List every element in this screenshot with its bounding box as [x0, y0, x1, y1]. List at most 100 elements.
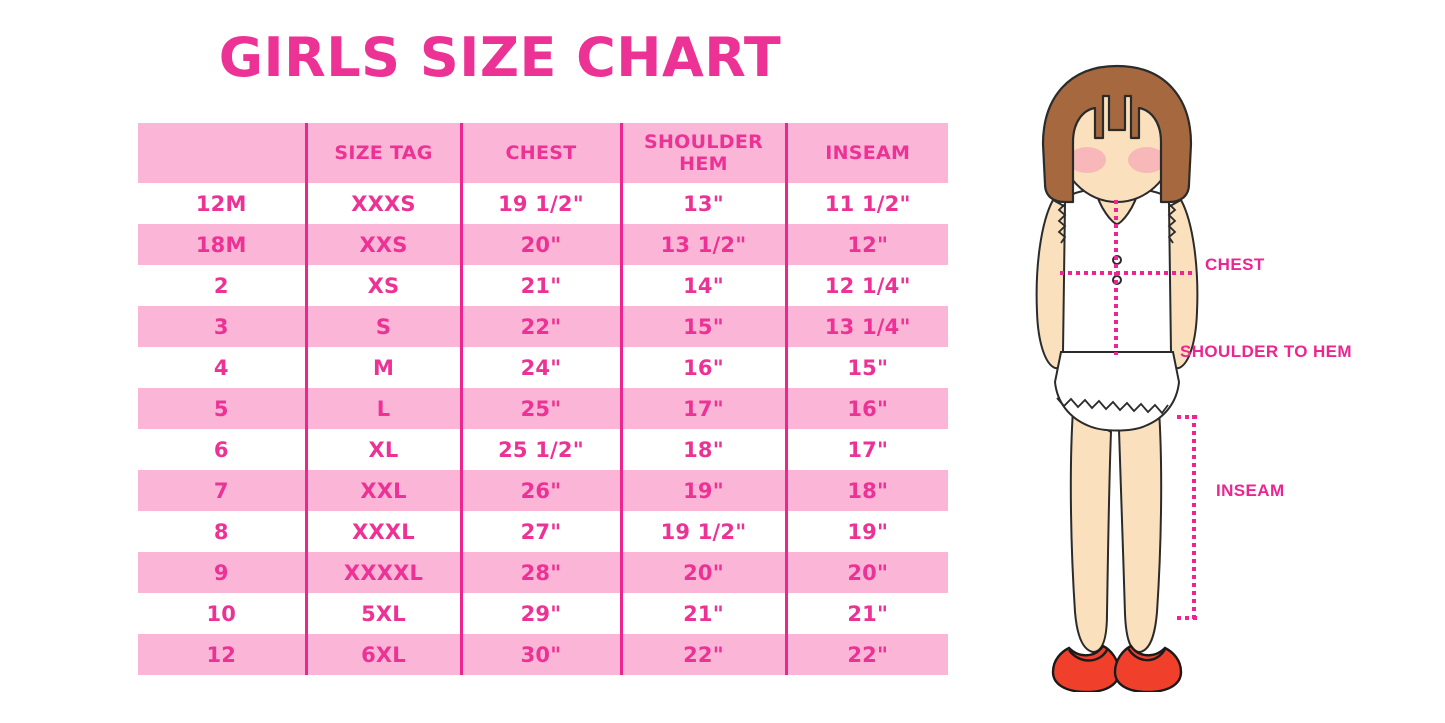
- table-row: 9 XXXXL 28" 20" 20": [138, 552, 948, 593]
- table-row: 10 5XL 29" 21" 21": [138, 593, 948, 634]
- cell-shoulder-hem: 17": [621, 388, 788, 429]
- cell-size-tag: XXXL: [306, 511, 463, 552]
- cell-chest: 19 1/2": [461, 183, 623, 224]
- shoulder-to-hem-measurement-label: SHOULDER TO HEM: [1180, 342, 1352, 361]
- chest-measurement-label: CHEST: [1205, 255, 1265, 274]
- column-header-inseam: INSEAM: [786, 123, 948, 183]
- girl-figure-illustration: [995, 52, 1240, 692]
- cell-inseam: 19": [786, 511, 948, 552]
- cell-chest: 26": [461, 470, 623, 511]
- left-ruffle: [1057, 203, 1067, 244]
- table-row: 12M XXXS 19 1/2" 13" 11 1/2": [138, 183, 948, 224]
- cell-size-tag: S: [306, 306, 463, 347]
- cell-inseam: 12 1/4": [786, 265, 948, 306]
- cell-shoulder-hem: 21": [621, 593, 788, 634]
- shoulder-to-hem-guide-line: [1114, 200, 1118, 355]
- cell-inseam: 11 1/2": [786, 183, 948, 224]
- size-chart-table-container: SIZE TAG CHEST SHOULDER HEM INSEAM 12M X…: [138, 123, 948, 675]
- cell-size-tag: XXL: [306, 470, 463, 511]
- cell-chest: 30": [461, 634, 623, 675]
- column-header-chest: CHEST: [461, 123, 623, 183]
- cell-shoulder-hem: 14": [621, 265, 788, 306]
- cell-chest: 22": [461, 306, 623, 347]
- right-blush: [1128, 147, 1166, 173]
- cell-size-tag: XS: [306, 265, 463, 306]
- cell-shoulder-hem: 13": [621, 183, 788, 224]
- table-row: 5 L 25" 17" 16": [138, 388, 948, 429]
- cell-inseam: 15": [786, 347, 948, 388]
- table-row: 6 XL 25 1/2" 18" 17": [138, 429, 948, 470]
- page-title: GIRLS SIZE CHART: [218, 26, 782, 89]
- table-row: 7 XXL 26" 19" 18": [138, 470, 948, 511]
- table-header-row: SIZE TAG CHEST SHOULDER HEM INSEAM: [138, 123, 948, 183]
- left-leg: [1069, 408, 1113, 654]
- cell-inseam: 21": [786, 593, 948, 634]
- cell-inseam: 22": [786, 634, 948, 675]
- cell-size: 12: [138, 634, 308, 675]
- left-shoe: [1051, 644, 1121, 692]
- cell-size-tag: XL: [306, 429, 463, 470]
- table-body: 12M XXXS 19 1/2" 13" 11 1/2" 18M XXS 20"…: [138, 183, 948, 675]
- cell-shoulder-hem: 15": [621, 306, 788, 347]
- table-row: 3 S 22" 15" 13 1/4": [138, 306, 948, 347]
- cell-size: 12M: [138, 183, 308, 224]
- column-header-size-tag: SIZE TAG: [306, 123, 463, 183]
- cell-size-tag: 6XL: [306, 634, 463, 675]
- cell-inseam: 18": [786, 470, 948, 511]
- skirt-scallop-hem: [1056, 397, 1169, 415]
- cell-size: 3: [138, 306, 308, 347]
- left-blush: [1068, 147, 1106, 173]
- size-chart-table: SIZE TAG CHEST SHOULDER HEM INSEAM 12M X…: [138, 123, 948, 675]
- cell-shoulder-hem: 19 1/2": [621, 511, 788, 552]
- cell-size-tag: XXXS: [306, 183, 463, 224]
- cell-size-tag: XXXXL: [306, 552, 463, 593]
- cell-chest: 24": [461, 347, 623, 388]
- cell-chest: 25 1/2": [461, 429, 623, 470]
- hair: [1041, 64, 1193, 204]
- cell-inseam: 17": [786, 429, 948, 470]
- cell-size: 5: [138, 388, 308, 429]
- cell-size: 7: [138, 470, 308, 511]
- cell-inseam: 13 1/4": [786, 306, 948, 347]
- inseam-guide-line: [1192, 415, 1196, 620]
- column-header-size: [138, 123, 308, 183]
- right-leg: [1117, 408, 1163, 654]
- cell-size-tag: 5XL: [306, 593, 463, 634]
- cell-inseam: 16": [786, 388, 948, 429]
- cell-chest: 28": [461, 552, 623, 593]
- inseam-guide-cap-bottom: [1177, 616, 1199, 620]
- chest-guide-line: [1060, 271, 1195, 275]
- cell-chest: 27": [461, 511, 623, 552]
- table-row: 12 6XL 30" 22" 22": [138, 634, 948, 675]
- inseam-guide-cap-top: [1177, 415, 1199, 419]
- cell-chest: 25": [461, 388, 623, 429]
- table-row: 18M XXS 20" 13 1/2" 12": [138, 224, 948, 265]
- cell-shoulder-hem: 19": [621, 470, 788, 511]
- inseam-measurement-label: INSEAM: [1216, 481, 1285, 500]
- right-ruffle: [1167, 203, 1177, 244]
- cell-shoulder-hem: 20": [621, 552, 788, 593]
- column-header-shoulder-hem: SHOULDER HEM: [621, 123, 788, 183]
- cell-size: 2: [138, 265, 308, 306]
- cell-size-tag: XXS: [306, 224, 463, 265]
- cell-size-tag: L: [306, 388, 463, 429]
- cell-chest: 20": [461, 224, 623, 265]
- cell-chest: 21": [461, 265, 623, 306]
- cell-chest: 29": [461, 593, 623, 634]
- cell-shoulder-hem: 22": [621, 634, 788, 675]
- cell-shoulder-hem: 13 1/2": [621, 224, 788, 265]
- table-row: 2 XS 21" 14" 12 1/4": [138, 265, 948, 306]
- table-header: SIZE TAG CHEST SHOULDER HEM INSEAM: [138, 123, 948, 183]
- table-row: 4 M 24" 16" 15": [138, 347, 948, 388]
- cell-size: 6: [138, 429, 308, 470]
- cell-inseam: 20": [786, 552, 948, 593]
- cell-size: 18M: [138, 224, 308, 265]
- cell-size-tag: M: [306, 347, 463, 388]
- cell-shoulder-hem: 18": [621, 429, 788, 470]
- cell-shoulder-hem: 16": [621, 347, 788, 388]
- cell-size: 8: [138, 511, 308, 552]
- table-row: 8 XXXL 27" 19 1/2" 19": [138, 511, 948, 552]
- cell-size: 4: [138, 347, 308, 388]
- right-shoe: [1113, 644, 1183, 692]
- cell-inseam: 12": [786, 224, 948, 265]
